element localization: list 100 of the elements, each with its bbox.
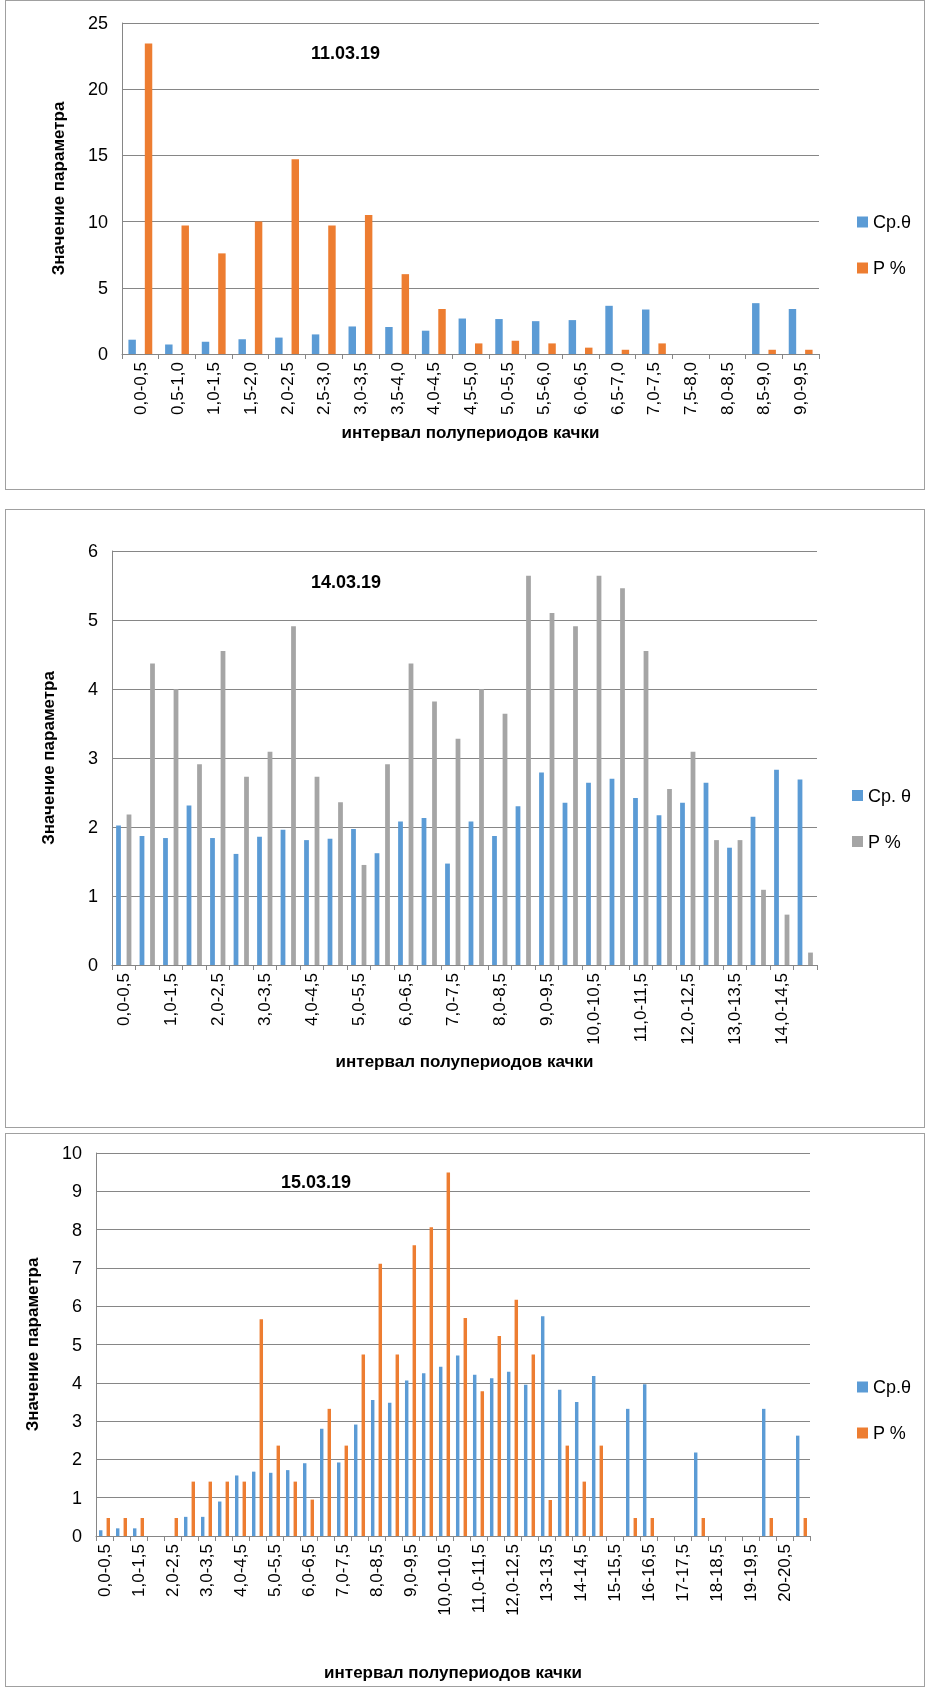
x-tick-label: 6,0-6,5 bbox=[299, 1544, 318, 1597]
x-tick-label: 13-13,5 bbox=[537, 1544, 556, 1602]
bar bbox=[311, 334, 320, 354]
bar bbox=[401, 274, 410, 354]
x-tick-label: 1,0-1,5 bbox=[161, 973, 181, 1026]
x-tick-label: 17-17,5 bbox=[673, 1544, 692, 1602]
x-tick-label: 6,5-7,0 bbox=[607, 362, 627, 415]
x-tick-label: 8,0-8,5 bbox=[490, 973, 510, 1026]
x-tick-label: 3,0-3,5 bbox=[255, 973, 275, 1026]
y-tick-label: 5 bbox=[87, 610, 98, 630]
bar bbox=[132, 1528, 137, 1536]
bar bbox=[421, 330, 430, 354]
x-tick-label: 7,0-7,5 bbox=[644, 362, 664, 415]
bar bbox=[432, 701, 437, 965]
bar bbox=[201, 341, 210, 354]
x-tick-label: 2,5-3,0 bbox=[314, 362, 334, 415]
bar bbox=[642, 309, 650, 354]
y-tick-label: 3 bbox=[87, 748, 98, 768]
x-tick-label: 8,0-8,5 bbox=[717, 362, 737, 415]
bar bbox=[808, 952, 813, 965]
y-tick-label: 0 bbox=[71, 1526, 82, 1546]
y-tick-label: 8 bbox=[71, 1219, 82, 1240]
bar bbox=[351, 829, 356, 965]
x-tick-label: 12,0-12,5 bbox=[678, 973, 698, 1045]
bar bbox=[210, 838, 215, 965]
bar bbox=[115, 1528, 120, 1536]
bar bbox=[163, 838, 168, 965]
y-tick-label: 4 bbox=[87, 679, 98, 699]
y-tick-label: 7 bbox=[71, 1257, 82, 1278]
y-tick-label: 5 bbox=[97, 277, 108, 298]
bar bbox=[539, 772, 544, 965]
bar bbox=[752, 303, 760, 354]
legend-label: P % bbox=[872, 1423, 906, 1443]
bar bbox=[181, 225, 189, 354]
bar bbox=[385, 326, 393, 354]
x-tick-label: 8,0-8,5 bbox=[367, 1544, 386, 1597]
bar bbox=[385, 764, 390, 965]
x-tick-label: 4,0-4,5 bbox=[424, 362, 444, 415]
x-tick-label: 2,0-2,5 bbox=[208, 973, 228, 1026]
y-tick-label: 0 bbox=[97, 344, 108, 364]
bar bbox=[304, 840, 309, 965]
bar bbox=[768, 349, 776, 354]
x-tick-label: 10,0-10,5 bbox=[435, 1544, 454, 1616]
y-tick-label: 3 bbox=[71, 1411, 82, 1432]
legend-label: P % bbox=[872, 258, 906, 278]
x-tick-label: 12,0-12,5 bbox=[503, 1544, 522, 1616]
y-axis-title: Значение параметра bbox=[49, 101, 68, 276]
bar bbox=[238, 339, 246, 354]
y-tick-label: 1 bbox=[71, 1487, 82, 1508]
legend-label: P % bbox=[867, 831, 901, 852]
x-tick-label: 1,0-1,5 bbox=[129, 1544, 148, 1597]
bar bbox=[257, 836, 262, 965]
x-tick-label: 0,0-0,5 bbox=[130, 362, 150, 415]
bar bbox=[244, 776, 249, 965]
bar bbox=[128, 339, 136, 354]
x-tick-label: 8,5-9,0 bbox=[754, 362, 774, 415]
y-tick-label: 5 bbox=[71, 1334, 82, 1355]
y-tick-label: 10 bbox=[87, 211, 108, 232]
y-tick-label: 2 bbox=[71, 1449, 82, 1470]
bar bbox=[805, 349, 813, 354]
x-tick-label: 20-20,5 bbox=[775, 1544, 794, 1602]
bar bbox=[116, 825, 121, 965]
x-tick-label: 18-18,5 bbox=[707, 1544, 726, 1602]
bar bbox=[328, 225, 336, 354]
bar bbox=[144, 43, 153, 354]
x-tick-label: 9,0-9,5 bbox=[791, 362, 811, 415]
x-tick-label: 2,0-2,5 bbox=[163, 1544, 182, 1597]
x-tick-label: 10,0-10,5 bbox=[584, 973, 604, 1045]
x-tick-label: 6,0-6,5 bbox=[396, 973, 416, 1026]
x-tick-label: 4,0-4,5 bbox=[302, 973, 322, 1026]
bar bbox=[667, 789, 672, 965]
bar bbox=[586, 782, 591, 965]
y-tick-label: 15 bbox=[87, 145, 108, 166]
y-axis-title: Значение параметра bbox=[23, 1257, 42, 1432]
bar bbox=[98, 1530, 103, 1536]
x-tick-label: 3,5-4,0 bbox=[387, 362, 407, 415]
y-tick-label: 25 bbox=[87, 13, 108, 33]
y-tick-label: 20 bbox=[87, 79, 108, 100]
y-tick-label: 9 bbox=[71, 1181, 82, 1202]
y-tick-label: 1 bbox=[87, 886, 98, 906]
x-tick-label: 11,0-11,5 bbox=[469, 1544, 488, 1614]
bar bbox=[458, 318, 467, 354]
bar bbox=[620, 588, 625, 965]
x-tick-label: 9,0-9,5 bbox=[537, 973, 557, 1026]
x-tick-label: 3,0-3,5 bbox=[350, 362, 370, 415]
x-tick-label: 4,5-5,0 bbox=[461, 362, 480, 415]
x-tick-label: 5,5-6,0 bbox=[534, 362, 554, 415]
y-tick-label: 10 bbox=[61, 1143, 82, 1163]
x-tick-label: 16-16,5 bbox=[639, 1544, 658, 1602]
x-tick-label: 3,0-3,5 bbox=[197, 1544, 216, 1597]
bar bbox=[445, 863, 450, 965]
x-tick-label: 0,0-0,5 bbox=[95, 1544, 114, 1597]
bar bbox=[511, 340, 520, 354]
x-tick-label: 5,0-5,5 bbox=[265, 1544, 284, 1597]
text: 15.03.19 bbox=[281, 1172, 352, 1192]
bar bbox=[495, 319, 503, 354]
x-axis-title: интервал полупериодов качки bbox=[324, 1663, 582, 1682]
bar bbox=[165, 344, 173, 354]
bar bbox=[291, 159, 299, 354]
x-tick-label: 7,0-7,5 bbox=[333, 1544, 352, 1597]
